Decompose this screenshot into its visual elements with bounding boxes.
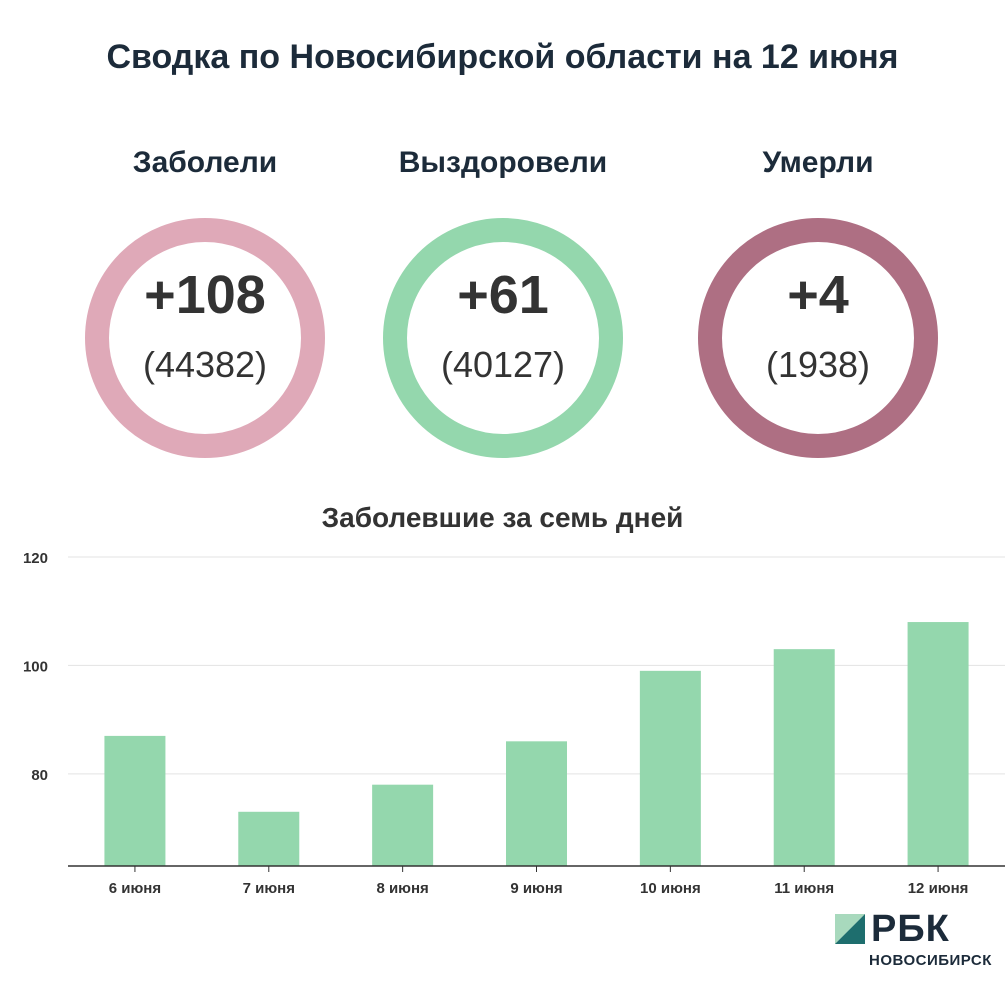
y-tick-label: 80 — [31, 767, 48, 784]
stat-deaths: Умерли +4 (1938) — [683, 146, 953, 458]
stat-delta: +61 — [457, 265, 549, 325]
bar — [773, 649, 835, 866]
stat-infected: Заболели +108 (44382) — [70, 146, 340, 458]
stat-total: (1938) — [765, 344, 871, 385]
rbc-logo-icon — [835, 914, 865, 944]
bar — [506, 741, 567, 866]
stat-delta: +4 — [787, 265, 849, 325]
bar — [238, 811, 300, 866]
x-tick-label: 6 июня — [109, 880, 161, 897]
x-tick-label: 11 июня — [774, 880, 834, 897]
logo-name: РБК — [871, 908, 950, 950]
stat-recovered: Выздоровели +61 (40127) — [368, 146, 638, 458]
x-tick-label: 8 июня — [376, 880, 428, 897]
stat-label: Выздоровели — [398, 146, 608, 179]
stat-label: Заболели — [132, 146, 278, 179]
rbc-logo: РБК НОВОСИБИРСК — [835, 908, 995, 974]
x-tick-label: 7 июня — [243, 880, 295, 897]
chart-title: Заболевшие за семь дней — [321, 502, 684, 533]
bar-chart: 80 100 120 6 июня 7 июня 8 июня 9 июня 10 июня 1… — [23, 550, 1005, 897]
stat-total: (44382) — [142, 344, 268, 385]
x-tick-label: 9 июня — [510, 880, 562, 897]
y-tick-label: 120 — [23, 550, 48, 567]
logo-sub: НОВОСИБИРСК — [869, 952, 992, 969]
x-tick-label: 12 июня — [908, 880, 969, 897]
bar — [907, 622, 969, 866]
bar — [372, 784, 434, 866]
y-tick-label: 100 — [23, 658, 48, 675]
ring-recovered: +61 (40127) — [383, 218, 623, 458]
stat-label: Умерли — [762, 146, 874, 179]
stat-total: (40127) — [440, 344, 566, 385]
stat-delta: +108 — [144, 265, 266, 325]
bar — [639, 670, 701, 866]
x-tick-label: 10 июня — [640, 880, 701, 897]
bar — [104, 735, 166, 866]
ring-infected: +108 (44382) — [85, 218, 325, 458]
page-title: Сводка по Новосибирской области на 12 ию… — [106, 38, 899, 76]
ring-deaths: +4 (1938) — [698, 218, 938, 458]
